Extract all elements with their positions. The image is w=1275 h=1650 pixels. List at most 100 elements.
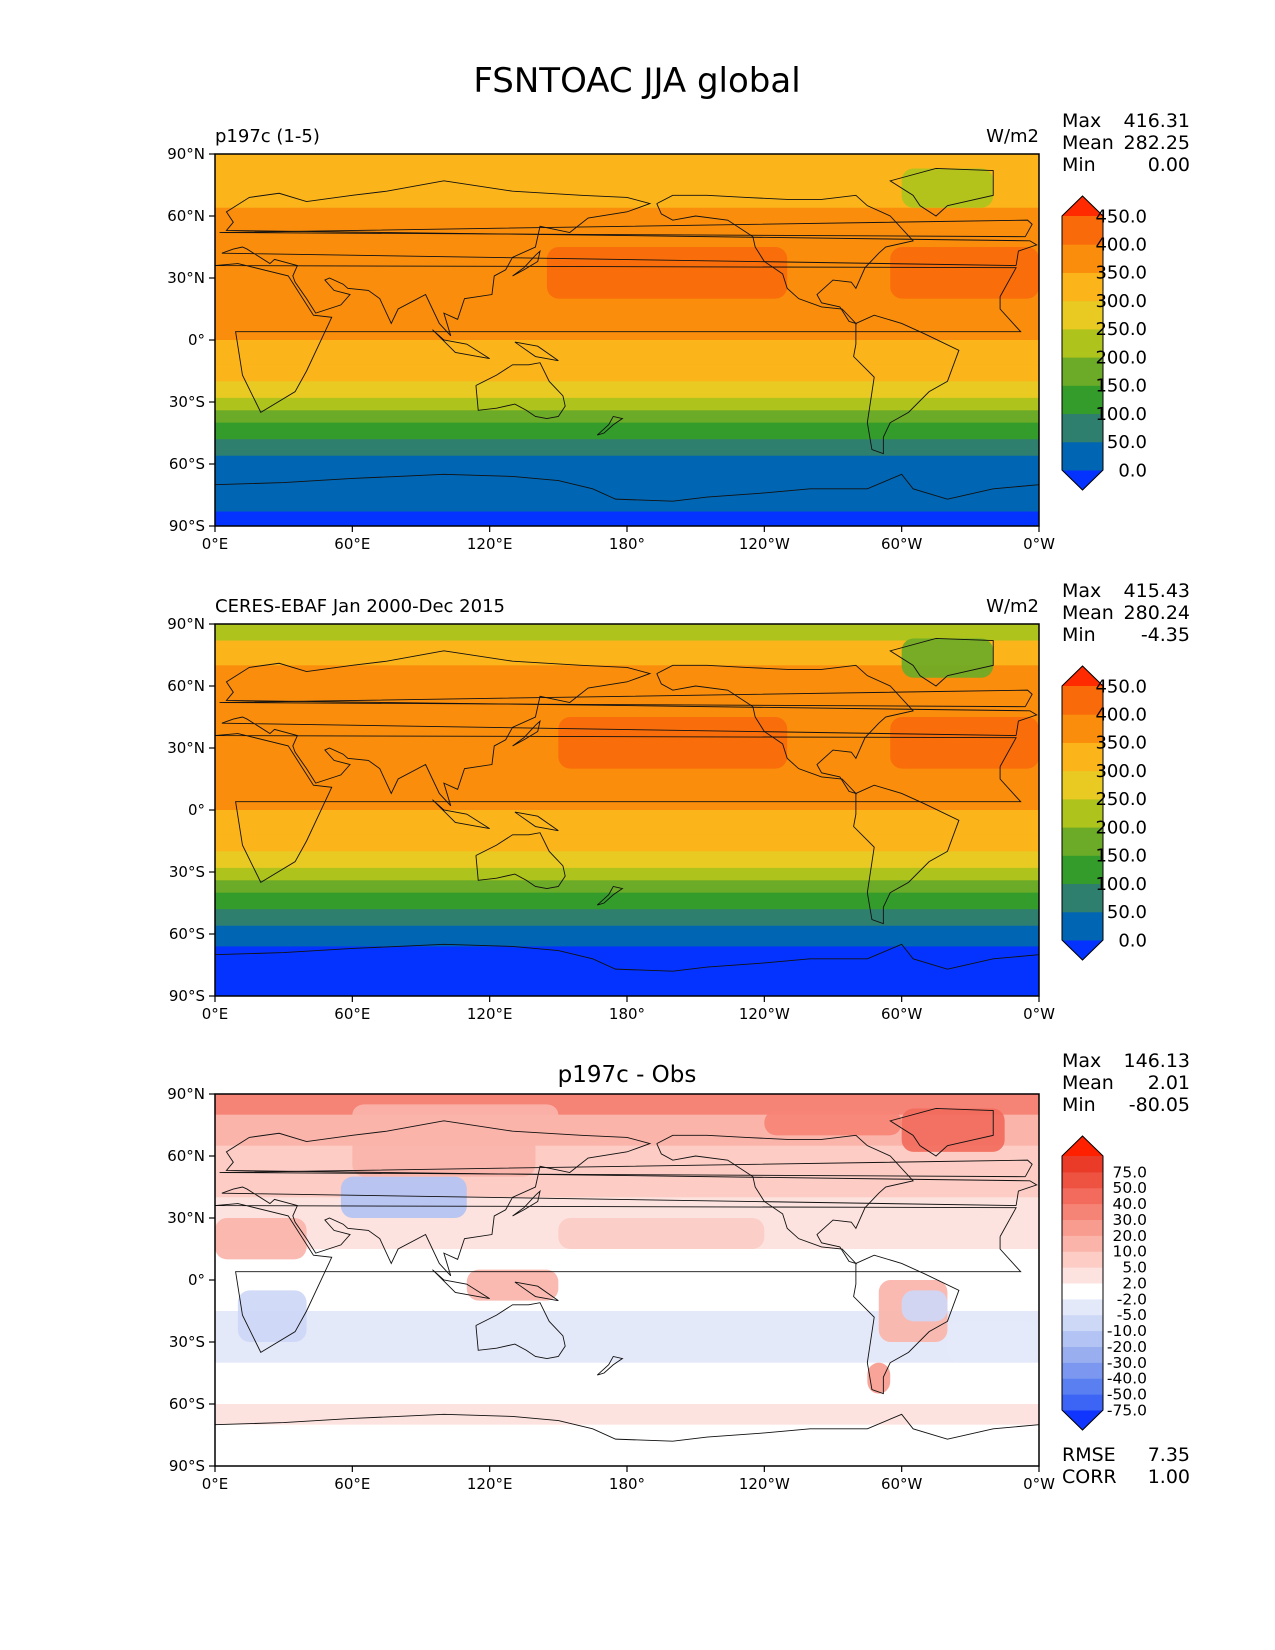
coastline [219, 219, 1033, 238]
x-tick-label: 120°E [467, 535, 513, 553]
y-tick-label: 30°N [167, 739, 205, 757]
colorbar-label: 250.0 [1095, 319, 1147, 340]
stat-label-min: Min [1062, 1094, 1096, 1116]
x-tick-label: 180° [609, 535, 645, 553]
y-tick-label: 90°N [167, 1085, 205, 1103]
coastline [0, 1135, 89, 1263]
coastline [889, 638, 994, 687]
stat-value-max: 146.13 [1124, 1050, 1190, 1072]
units-label: W/m2 [986, 596, 1039, 617]
coastline [0, 1121, 213, 1276]
coastline [215, 263, 1022, 413]
lat-band [215, 422, 1039, 440]
coastline [66, 638, 169, 686]
colorbar-segment [1062, 1362, 1103, 1379]
lat-band [215, 779, 1039, 811]
lat-band [215, 309, 1039, 341]
coastline [66, 1108, 169, 1156]
coastline [215, 1203, 1022, 1353]
stat-value-mean: 2.01 [1148, 1072, 1190, 1094]
colorbar-segment [1062, 1235, 1103, 1252]
colorbar-segment [1062, 686, 1103, 715]
stat-label-corr: CORR [1062, 1466, 1117, 1488]
x-tick-label: 0°W [1023, 535, 1055, 553]
lat-band [215, 381, 1039, 399]
map-field [0, 1094, 1039, 1466]
coastline [889, 168, 994, 217]
colorbar-segment [1062, 1171, 1103, 1189]
x-tick-label: 120°W [739, 535, 790, 553]
colorbar-label: 20.0 [1112, 1227, 1147, 1245]
colorbar-extend-max [1062, 666, 1103, 686]
coastline [215, 954, 216, 956]
colorbar-label: 0.0 [1118, 460, 1147, 481]
field-patch [901, 168, 994, 208]
lat-band [215, 1424, 1039, 1466]
x-tick-label: 120°W [739, 1005, 790, 1023]
y-tick-label: 30°S [169, 393, 205, 411]
coastline [215, 1413, 1039, 1442]
colorbar-label: -50.0 [1107, 1386, 1147, 1404]
lat-band [215, 946, 1039, 996]
coastline [512, 249, 541, 277]
colorbar-label: 400.0 [1095, 235, 1147, 256]
coastline [0, 651, 213, 806]
x-tick-label: 0°W [1023, 1005, 1055, 1023]
panel-title: p197c - Obs [558, 1062, 697, 1088]
colorbar-label: 350.0 [1095, 263, 1147, 284]
panel-2: 0°E 60°E 120°E 180° 120°W 60°W 0°W 90°N 60°N 30°N… [0, 580, 1190, 1023]
field-patch [352, 1135, 536, 1177]
lat-band [215, 1404, 1039, 1426]
field-patch [215, 1218, 307, 1260]
field-patch [947, 1321, 1039, 1363]
x-tick-label: 120°E [467, 1005, 513, 1023]
lat-band [215, 867, 1039, 881]
colorbar-label: -30.0 [1107, 1354, 1147, 1372]
field-patch [466, 1269, 559, 1301]
stat-label-max: Max [1062, 1050, 1101, 1072]
lat-band [215, 698, 1039, 718]
lat-band [215, 397, 1039, 411]
x-tick-label: 120°W [739, 1475, 790, 1493]
y-tick-label: 90°S [169, 1457, 205, 1475]
colorbar-label: -40.0 [1107, 1370, 1147, 1388]
colorbar-segment [1062, 855, 1103, 885]
coastline [30, 315, 135, 453]
coastline [475, 362, 566, 419]
coastline [0, 181, 213, 336]
y-tick-label: 30°N [167, 1209, 205, 1227]
stat-label-max: Max [1062, 580, 1101, 602]
coastline [596, 1355, 624, 1376]
colorbar-label: 75.0 [1112, 1163, 1147, 1181]
colorbar-segment [1062, 216, 1103, 245]
y-tick-label: 90°N [167, 145, 205, 163]
colorbar-segment [1062, 1394, 1103, 1411]
coastline [596, 885, 624, 906]
stat-label-max: Max [1062, 110, 1101, 132]
colorbar-segment [1062, 1156, 1103, 1173]
colorbar-segment [1062, 413, 1103, 443]
coastline [853, 314, 960, 455]
colorbar-segment [1062, 714, 1103, 743]
field-patch [352, 1104, 559, 1125]
lat-band [215, 834, 1039, 852]
panel-1: 0°E 60°E 120°E 180° 120°W 60°W 0°W 90°N 60°N 30°N… [0, 110, 1190, 553]
field-patch [764, 1110, 902, 1136]
map-field [0, 624, 1039, 996]
coastline [221, 650, 1038, 807]
stat-label-min: Min [1062, 624, 1096, 646]
field-patch [890, 717, 1039, 769]
coastline [475, 832, 566, 889]
lat-band [215, 624, 1039, 642]
field-patch [558, 1218, 765, 1249]
coastline [514, 1281, 559, 1302]
field-patch [546, 247, 788, 299]
colorbar-segment [1062, 357, 1103, 386]
lat-band [215, 207, 1039, 229]
lat-band [215, 851, 1039, 869]
colorbar-segment [1062, 441, 1103, 471]
colorbar-segment [1062, 1251, 1103, 1268]
colorbar-label: 100.0 [1095, 404, 1147, 425]
stat-label-mean: Mean [1062, 1072, 1114, 1094]
